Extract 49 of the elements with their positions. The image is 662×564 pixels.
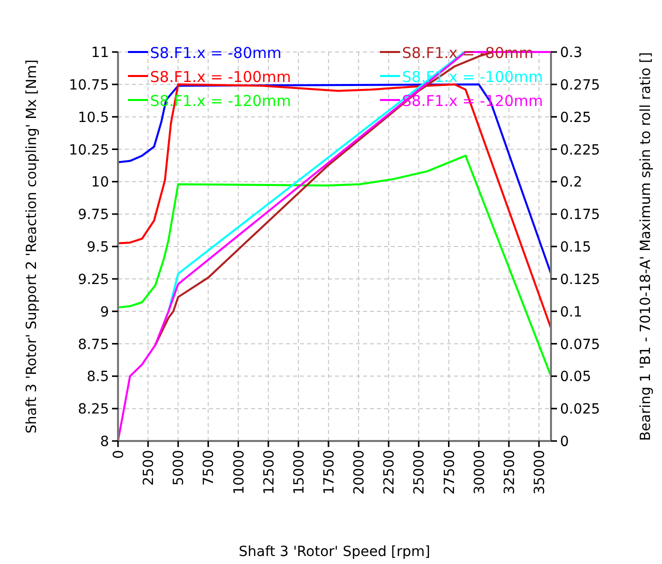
legend-label: S8.F1.x = -100mm xyxy=(150,68,292,86)
y-tick-label: 8.5 xyxy=(86,369,109,386)
x-tick-label: 2500 xyxy=(141,450,158,486)
y-tick-label: 10.75 xyxy=(68,77,109,94)
legend-label: S8.F1.x = -80mm xyxy=(150,44,282,62)
x-tick-label: 22500 xyxy=(382,450,398,495)
y2-axis-title: Bearing 1 'B1 - 7010-18-A' Maximum spin to roll ratio [] xyxy=(638,52,654,441)
x-tick-label: 0 xyxy=(111,450,127,459)
x-axis-title: Shaft 3 'Rotor' Speed [rpm] xyxy=(238,544,430,560)
y2-tick-label: 0.275 xyxy=(560,77,600,94)
x-tick-label: 30000 xyxy=(472,450,488,495)
y2-tick-label: 0.125 xyxy=(560,272,600,288)
y-tick-label: 9.25 xyxy=(78,272,109,288)
y2-tick-label: 0.25 xyxy=(560,110,592,126)
y2-tick-label: 0.175 xyxy=(560,207,600,224)
y2-tick-label: 0.075 xyxy=(560,336,600,353)
y-tick-label: 8.75 xyxy=(78,336,109,353)
x-tick-label: 32500 xyxy=(502,450,518,495)
y-tick-label: 10 xyxy=(91,174,109,191)
y2-tick-label: 0.2 xyxy=(560,174,582,191)
x-tick-label: 20000 xyxy=(352,450,368,495)
y2-tick-label: 0.05 xyxy=(560,369,592,386)
line-series xyxy=(117,83,552,330)
x-tick-label: 5000 xyxy=(171,450,188,486)
y-tick-label: 9 xyxy=(100,304,109,320)
y-tick-label: 9.5 xyxy=(86,240,109,256)
x-tick-label: 7500 xyxy=(201,450,218,486)
y-tick-label: 11 xyxy=(91,45,109,61)
x-tick-label: 17500 xyxy=(321,450,338,495)
x-tick-label: 12500 xyxy=(261,450,278,495)
line-series xyxy=(117,83,552,275)
y-tick-label: 10.5 xyxy=(78,110,109,126)
y2-tick-label: 0.3 xyxy=(560,45,582,61)
y-tick-label: 9.75 xyxy=(78,207,109,224)
y-tick-label: 8.25 xyxy=(78,402,109,418)
y2-tick-label: 0.025 xyxy=(560,402,600,418)
y2-tick-label: 0.225 xyxy=(560,142,600,158)
x-tick-label: 25000 xyxy=(412,450,428,495)
y-tick-label: 10.25 xyxy=(68,142,109,158)
x-tick-label: 35000 xyxy=(532,450,548,495)
x-tick-label: 15000 xyxy=(291,450,308,495)
y2-tick-label: 0 xyxy=(560,434,569,450)
y2-tick-label: 0.15 xyxy=(560,240,592,256)
y-axis-title: Shaft 3 'Rotor' Support 2 'Reaction coupling' Mx [Nm] xyxy=(24,60,40,434)
x-tick-label: 10000 xyxy=(231,450,248,495)
x-tick-label: 27500 xyxy=(442,450,458,495)
y-tick-label: 8 xyxy=(100,434,109,450)
line-series xyxy=(117,154,552,378)
y2-tick-label: 0.1 xyxy=(560,304,582,320)
